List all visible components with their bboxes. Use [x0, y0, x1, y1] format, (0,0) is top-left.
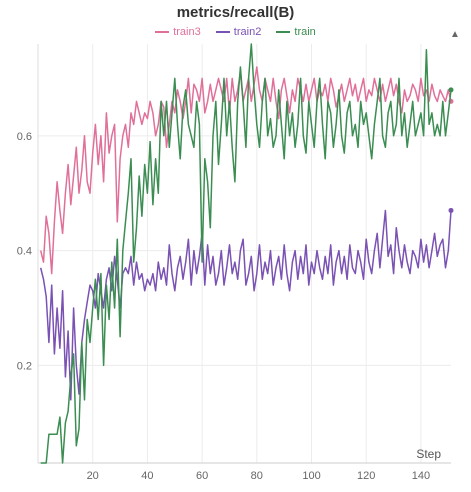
y-tick-label: 0.6 [17, 131, 32, 143]
x-tick-label: 120 [357, 470, 375, 482]
legend: train3 train2 train [0, 26, 471, 38]
legend-swatch-train2 [215, 31, 230, 34]
y-tick-label: 0.2 [17, 360, 32, 372]
x-tick-label: 140 [412, 470, 430, 482]
series-line-train3 [39, 66, 452, 275]
legend-item-train[interactable]: train [276, 26, 316, 38]
legend-swatch-train [276, 31, 291, 34]
series-layer [39, 43, 454, 464]
legend-label-train2: train2 [233, 26, 262, 38]
x-tick-label: 100 [302, 470, 320, 482]
x-axis-title: Step [416, 447, 441, 461]
x-tick-label: 20 [87, 470, 99, 482]
y-tick-label: 0.4 [17, 246, 32, 258]
x-tick-label: 40 [141, 470, 153, 482]
legend-label-train: train [294, 26, 316, 38]
series-endpoint-train [448, 87, 454, 93]
legend-label-train3: train3 [173, 26, 201, 38]
chart-title: metrics/recall(B) [176, 4, 295, 21]
x-tick-label: 60 [196, 470, 208, 482]
x-tick-label: 80 [251, 470, 263, 482]
more-options-icon[interactable]: ▲ [450, 29, 460, 40]
series-endpoint-train2 [448, 207, 454, 213]
series-line-train2 [39, 209, 452, 401]
legend-item-train3[interactable]: train3 [155, 26, 201, 38]
legend-item-train2[interactable]: train2 [215, 26, 262, 38]
legend-swatch-train3 [155, 31, 170, 34]
axis-layer: 0.2 0.4 0.6 20 40 60 80 100 120 140 [17, 44, 451, 482]
series-line-train [40, 43, 452, 464]
